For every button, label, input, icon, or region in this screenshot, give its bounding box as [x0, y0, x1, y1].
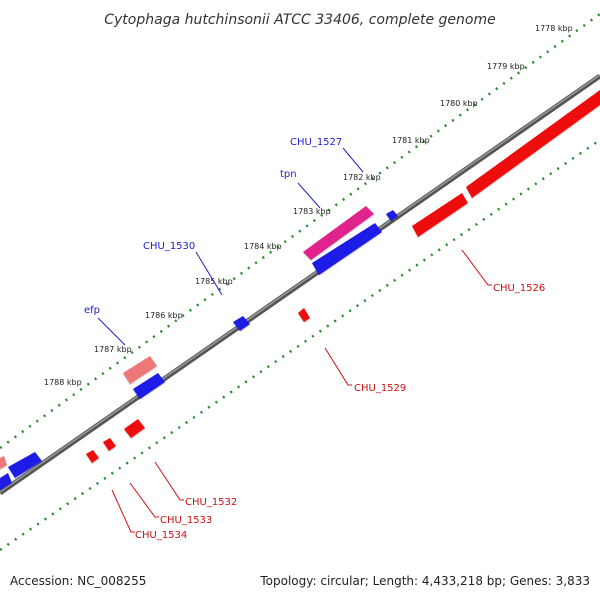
gene-arrow-small-blue[interactable] [386, 210, 398, 221]
gene-arrow-blue-low[interactable] [133, 373, 165, 399]
gene-arrow-chu-1526-b[interactable] [412, 193, 468, 237]
gene-label-chu-1533[interactable]: CHU_1533 [160, 515, 212, 526]
scale-label: 1780 kbp [440, 99, 478, 108]
gene-arrow-chu-1529[interactable] [298, 308, 310, 322]
scale-label: 1783 kbp [293, 207, 331, 216]
gene-label-chu-1532[interactable]: CHU_1532 [185, 497, 237, 508]
gene-label-chu-1527[interactable]: CHU_1527 [290, 137, 342, 148]
gene-arrow-blue-left[interactable] [8, 452, 42, 478]
gene-label-efp[interactable]: efp [84, 305, 100, 316]
gene-labels: CHU_1527 tpn CHU_1530 efp CHU_1526 CHU_1… [84, 137, 545, 541]
gene-arrow-chu-1530[interactable] [233, 316, 250, 331]
scale-label: 1784 kbp [244, 242, 282, 251]
scale-label: 1788 kbp [44, 378, 82, 387]
gene-arrow-efp[interactable] [123, 356, 157, 384]
scale-label: 1781 kbp [392, 136, 430, 145]
gene-arrow-blue-edge[interactable] [0, 473, 12, 490]
gene-arrow-chu-1534[interactable] [86, 450, 99, 463]
scale-label: 1782 kbp [343, 173, 381, 182]
gene-arrow-pink-edge[interactable] [0, 456, 7, 469]
reverse-strand-genes [86, 90, 600, 463]
callout-lines [97, 147, 492, 533]
scale-label: 1787 kbp [94, 345, 132, 354]
gene-arrow-chu-1526[interactable] [466, 90, 600, 198]
scale-label: 1786 kbp [145, 311, 183, 320]
map-title: Cytophaga hutchinsonii ATCC 33406, compl… [104, 12, 495, 28]
gene-arrow-chu-1532[interactable] [124, 419, 145, 438]
gene-label-chu-1526[interactable]: CHU_1526 [493, 283, 545, 294]
inner-tick-ring [0, 138, 600, 552]
scale-label: 1778 kbp [535, 24, 573, 33]
gene-arrow-chu-1533[interactable] [103, 438, 116, 451]
gene-label-tpn[interactable]: tpn [280, 169, 297, 180]
outer-tick-ring [0, 12, 600, 450]
gene-label-chu-1530[interactable]: CHU_1530 [143, 241, 195, 252]
gene-arrow-chu-1527[interactable] [303, 206, 374, 260]
gene-label-chu-1534[interactable]: CHU_1534 [135, 530, 187, 541]
scale-labels: 1778 kbp 1779 kbp 1780 kbp 1781 kbp 1782… [44, 24, 573, 387]
genome-backbone [0, 73, 600, 496]
gene-arrow-tpn[interactable] [312, 223, 382, 275]
forward-strand-genes [0, 206, 398, 490]
gene-label-chu-1529[interactable]: CHU_1529 [354, 383, 406, 394]
scale-label: 1779 kbp [487, 62, 525, 71]
topology-text: Topology: circular; Length: 4,433,218 bp… [260, 574, 590, 588]
accession-text: Accession: NC_008255 [10, 574, 147, 588]
